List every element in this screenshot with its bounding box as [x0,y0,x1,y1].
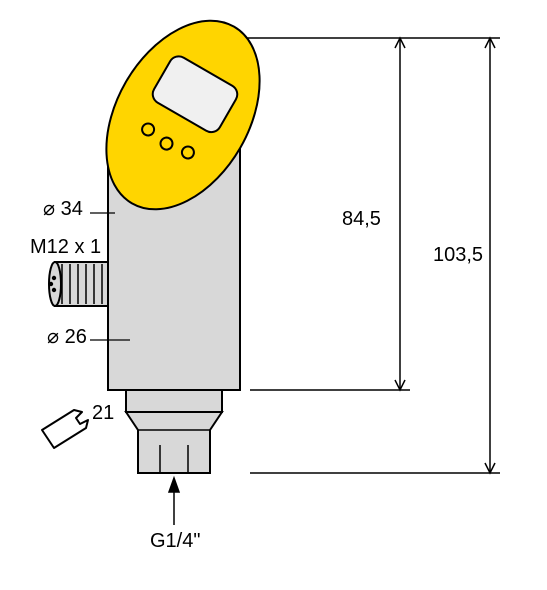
port-thread-label: G1/4" [150,530,200,553]
m12-connector [49,262,108,306]
wrench-size-label: 21 [92,402,114,425]
hex-neck [126,390,222,473]
body-height-label: 84,5 [342,208,381,231]
neck-diameter-label: ⌀ 26 [47,324,87,349]
sensor-technical-drawing [0,0,547,590]
wrench-icon [42,410,88,448]
port-arrow [169,478,179,525]
total-height-label: 103,5 [433,244,483,267]
body-diameter-label: ⌀ 34 [43,196,83,221]
connector-thread-label: M12 x 1 [30,236,101,259]
